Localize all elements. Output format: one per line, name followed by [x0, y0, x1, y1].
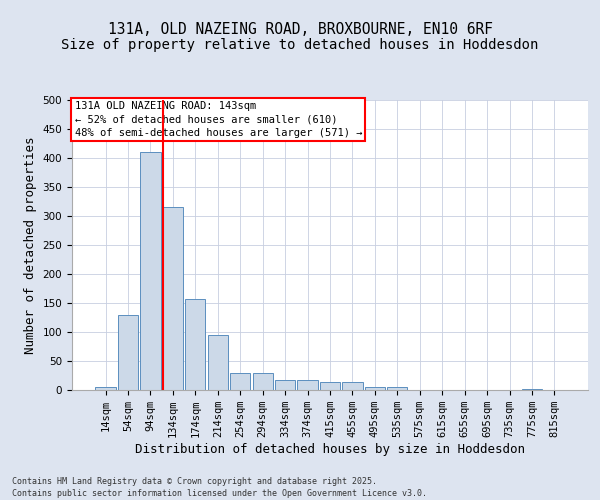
Bar [522, 389, 542, 390]
Bar [163, 208, 183, 390]
Bar [95, 387, 116, 390]
Bar [298, 380, 317, 390]
Bar [343, 382, 362, 390]
Text: 131A, OLD NAZEING ROAD, BROXBOURNE, EN10 6RF: 131A, OLD NAZEING ROAD, BROXBOURNE, EN10… [107, 22, 493, 38]
Bar [275, 380, 295, 390]
Bar [208, 335, 228, 390]
Text: Size of property relative to detached houses in Hoddesdon: Size of property relative to detached ho… [61, 38, 539, 52]
Bar [365, 387, 385, 390]
Y-axis label: Number of detached properties: Number of detached properties [24, 136, 37, 354]
X-axis label: Distribution of detached houses by size in Hoddesdon: Distribution of detached houses by size … [135, 443, 525, 456]
Bar [320, 382, 340, 390]
Bar [140, 152, 161, 390]
Bar [118, 314, 138, 390]
Text: Contains HM Land Registry data © Crown copyright and database right 2025.
Contai: Contains HM Land Registry data © Crown c… [12, 476, 427, 498]
Bar [230, 372, 250, 390]
Bar [387, 387, 407, 390]
Bar [253, 372, 273, 390]
Text: 131A OLD NAZEING ROAD: 143sqm
← 52% of detached houses are smaller (610)
48% of : 131A OLD NAZEING ROAD: 143sqm ← 52% of d… [74, 102, 362, 138]
Bar [185, 299, 205, 390]
